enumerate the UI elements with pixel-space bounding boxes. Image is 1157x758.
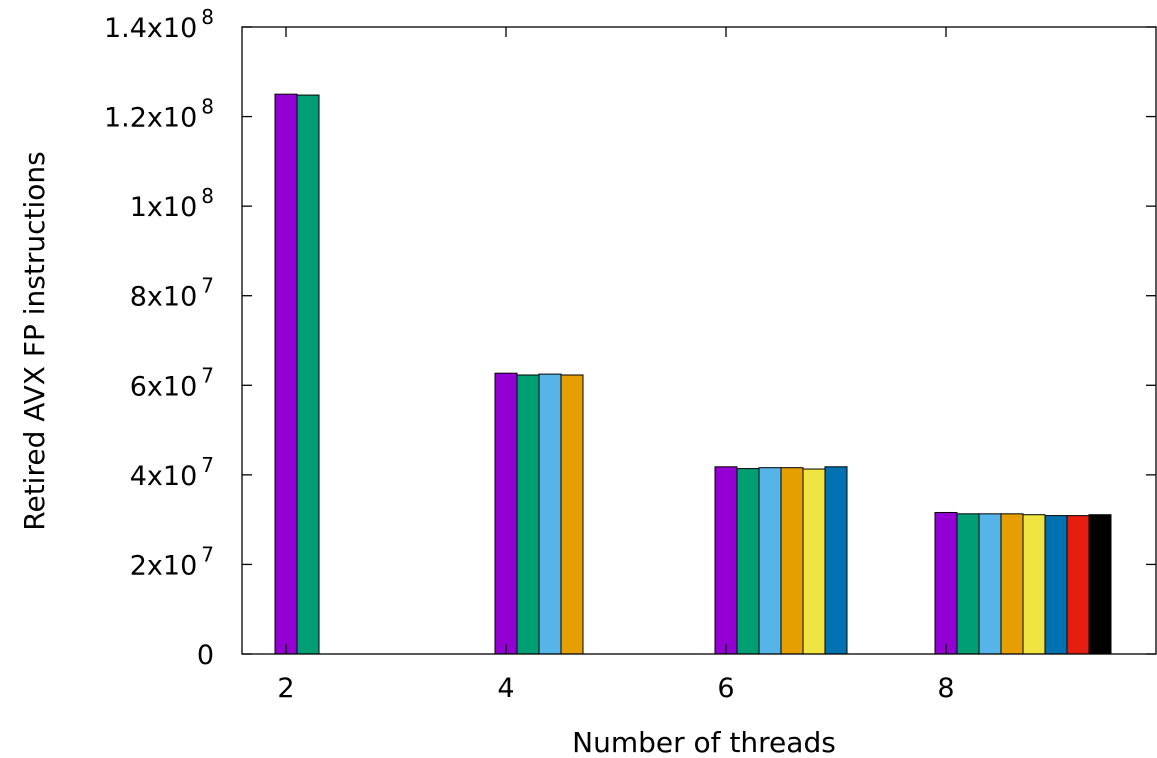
y-tick-label: 4x10 7	[130, 453, 214, 492]
x-tick-label: 4	[497, 673, 514, 704]
y-tick-label: 1.2x10 8	[104, 95, 214, 134]
bar-threads-8-series-7	[1066, 515, 1090, 655]
ticks-layer	[242, 26, 1156, 655]
bar-threads-6-series-6	[824, 466, 848, 655]
bar-threads-8-series-4	[1000, 513, 1024, 655]
y-tick-label: 0	[197, 640, 214, 671]
x-axis-title: Number of threads	[572, 726, 836, 758]
bar-threads-8-series-8	[1088, 514, 1112, 655]
bar-threads-6-series-4	[780, 467, 804, 655]
bar-threads-6-series-2	[736, 468, 760, 655]
bar-threads-2-series-2	[296, 94, 320, 655]
plot-frame	[241, 26, 1157, 655]
bar-threads-8-series-6	[1044, 515, 1068, 655]
bar-threads-4-series-2	[516, 374, 540, 655]
y-tick-label: 2x10 7	[130, 542, 214, 581]
y-axis-title: Retired AVX FP instructions	[18, 151, 51, 530]
bar-threads-6-series-1	[714, 466, 738, 655]
x-tick-label: 8	[937, 673, 954, 704]
y-tick-label: 1.4x10 8	[104, 5, 214, 44]
bars-layer	[274, 93, 1112, 655]
bar-threads-4-series-4	[560, 374, 584, 655]
y-tick-label: 8x10 7	[130, 274, 214, 313]
bar-threads-6-series-3	[758, 467, 782, 655]
bar-threads-8-series-5	[1022, 514, 1046, 655]
x-tick-label: 6	[717, 673, 734, 704]
y-tick-labels: 0 2x10 7 4x10 7 6x10 7 8x10 7 1x10 8 1.2x10 8 1.4x10 8	[104, 5, 214, 671]
bar-threads-8-series-1	[934, 511, 958, 655]
bar-threads-2-series-1	[274, 93, 298, 655]
bar-threads-8-series-3	[978, 513, 1002, 655]
x-tick-labels: 2 4 6 8	[277, 673, 954, 704]
bar-threads-4-series-3	[538, 373, 562, 655]
x-tick-label: 2	[277, 673, 294, 704]
bar-threads-8-series-2	[956, 513, 980, 655]
y-tick-label: 1x10 8	[130, 184, 214, 223]
bar-threads-4-series-1	[494, 372, 518, 655]
bar-threads-6-series-5	[802, 468, 826, 655]
y-tick-label: 6x10 7	[130, 363, 214, 402]
